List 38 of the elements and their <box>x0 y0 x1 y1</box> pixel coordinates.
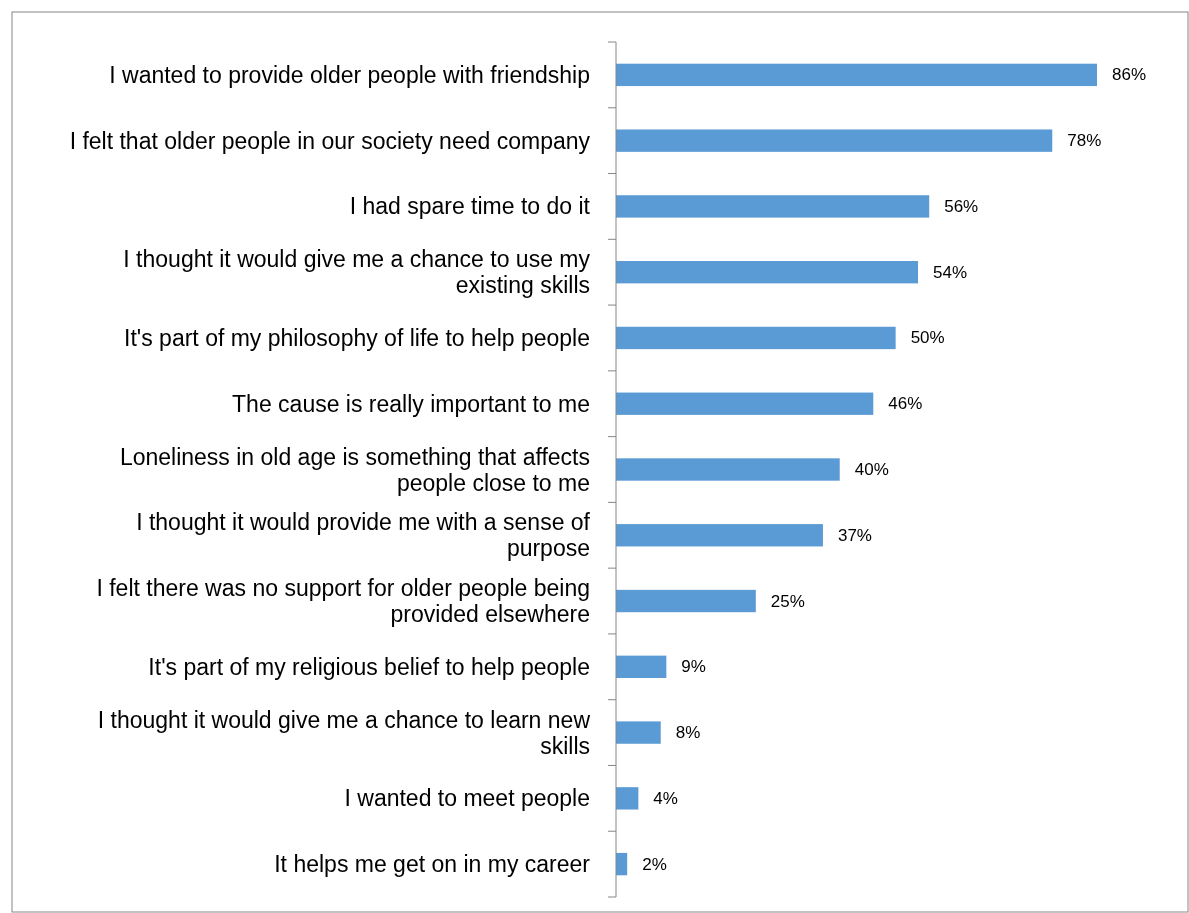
y-tick-label: I wanted to meet people <box>344 785 590 812</box>
y-tick-label: It's part of my philosophy of life to help people <box>124 324 590 351</box>
y-tick-label: I thought it would give me a chance to use my existing skills <box>123 246 591 299</box>
y-tick-label: The cause is really important to me <box>232 390 590 417</box>
bar <box>616 524 823 547</box>
data-label: 46% <box>888 394 923 414</box>
y-tick-label: I had spare time to do it <box>349 193 591 220</box>
y-tick-label: It helps me get on in my career <box>274 851 591 878</box>
data-label: 54% <box>933 262 968 282</box>
data-label: 2% <box>642 854 667 874</box>
bar <box>616 392 874 415</box>
data-label: 78% <box>1067 131 1102 151</box>
bar <box>616 589 756 613</box>
bar <box>616 787 639 810</box>
bar <box>616 326 896 350</box>
data-label: 37% <box>837 525 872 545</box>
bar <box>616 129 1053 152</box>
y-tick-label: It's part of my religious belief to help people <box>148 653 590 680</box>
y-tick-label: I wanted to provide older people with friendship <box>109 61 590 88</box>
data-label: 25% <box>770 591 805 611</box>
bar <box>616 195 930 218</box>
data-label: 50% <box>910 328 945 348</box>
y-tick-label: Loneliness in old age is something that affects people close to me <box>119 443 590 496</box>
bar <box>616 63 1097 87</box>
data-label: 40% <box>854 460 889 479</box>
data-label: 9% <box>681 657 706 677</box>
data-label: 8% <box>675 723 701 743</box>
data-label: 86% <box>1112 65 1147 85</box>
bar <box>616 458 840 481</box>
bar <box>616 261 919 284</box>
data-label: 56% <box>944 196 979 216</box>
data-label: 4% <box>653 788 678 808</box>
bar <box>616 655 667 678</box>
y-tick-label: I felt that older people in our society need company <box>69 127 591 154</box>
y-tick-label: I felt there was no support for older people being provided elsewhere <box>96 575 590 628</box>
bar <box>616 721 661 744</box>
y-tick-label: I thought it would provide me with a sense of purpose <box>136 509 591 562</box>
y-tick-label: I thought it would give me a chance to learn new skills <box>97 706 591 759</box>
